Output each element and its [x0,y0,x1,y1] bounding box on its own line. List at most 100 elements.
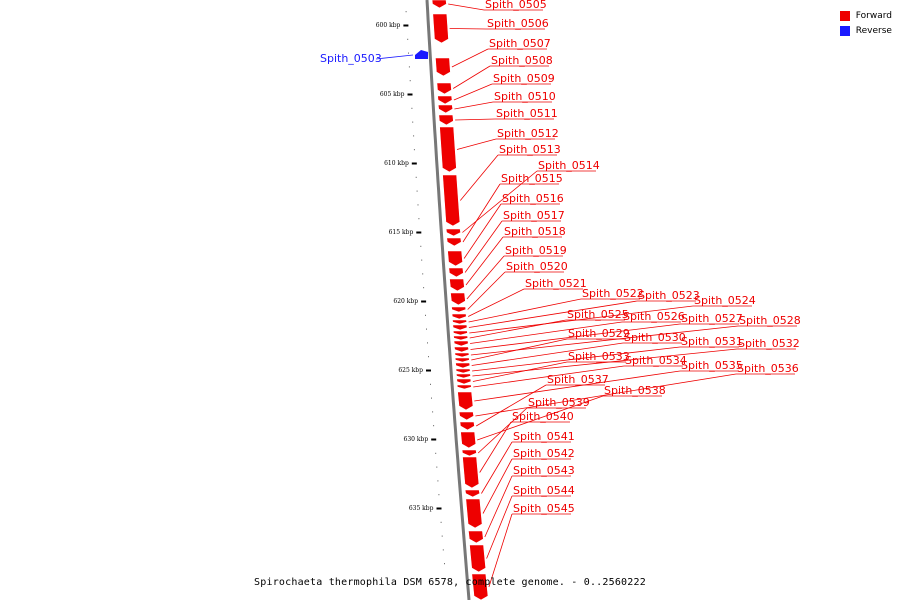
minor-tick [420,245,422,247]
major-tick [431,438,437,441]
gene-arrow-forward [436,82,452,95]
gene-arrow-forward [452,319,468,325]
gene-leader-line [456,138,497,150]
gene-arrow-forward [450,292,466,306]
axis-tick-label: 620 kbp [393,298,418,305]
gene-label: Spith_0542 [513,447,575,460]
gene-leader-line [470,321,623,344]
axis-tick-label: 635 kbp [409,505,434,512]
gene-arrow-forward [454,357,470,363]
gene-leader-line [475,384,547,427]
minor-tick [437,480,439,482]
gene-arrow-forward [471,573,489,600]
gene-label: Spith_0520 [506,260,568,273]
gene-leader-line [486,495,513,559]
major-tick [426,369,431,372]
gene-label: Spith_0538 [604,384,666,397]
gene-label: Spith_0532 [738,337,800,350]
gene-leader-line [452,65,491,89]
minor-tick [405,11,407,13]
minor-tick [422,273,424,275]
gene-arrow-forward [437,104,454,114]
gene-arrow-forward [461,449,477,457]
gene-label: Spith_0510 [494,90,556,103]
minor-tick [417,204,419,206]
gene-label: Spith_0512 [497,127,559,140]
legend-swatch-forward [839,10,850,21]
minor-tick [411,107,413,109]
minor-tick [436,466,438,468]
gene-leader-line [453,83,493,101]
gene-leader-line [477,407,528,454]
major-tick [421,300,427,303]
gene-arrow-forward [451,306,467,313]
minor-tick [433,425,435,427]
gene-arrow-forward [457,391,474,411]
minor-tick [427,342,428,344]
gene-arrow-forward [460,431,477,449]
minor-tick [416,190,418,192]
gene-label: Spith_0543 [513,464,575,477]
gene-label: Spith_0508 [491,54,553,67]
gene-label: Spith_0534 [625,354,687,367]
gene-leader-line [471,338,568,361]
gene-label: Spith_0513 [499,143,561,156]
minor-tick [407,38,409,40]
gene-arrow-forward [468,530,484,544]
gene-label: Spith_0541 [513,430,575,443]
gene-arrow-forward [452,324,468,331]
gene-label: Spith_0517 [503,209,565,222]
gene-leader-line [451,48,489,68]
gene-arrow-reverse [415,50,428,59]
axis-tick-label: 625 kbp [398,367,423,374]
minor-tick [408,52,409,54]
gene-leader-line [481,441,513,494]
gene-label: Spith_0525 [567,308,629,321]
gene-leader-line [473,365,625,388]
gene-arrow-forward [469,544,487,573]
gene-leader-line [472,346,681,372]
legend-item-reverse: Reverse [839,23,892,38]
gene-arrow-forward [459,421,475,431]
minor-tick [409,80,411,82]
minor-tick [432,411,434,413]
gene-label: Spith_0540 [512,410,574,423]
gene-arrow-forward [449,278,465,292]
gene-arrow-forward [435,57,451,77]
gene-leader-line [463,203,502,259]
gene-arrow-forward [456,378,472,385]
minor-tick [418,218,420,220]
gene-leader-line [464,220,503,273]
gene-arrow-forward [455,368,471,374]
gene-arrow-forward [447,250,463,267]
gene-label: Spith_0526 [623,310,685,323]
minor-tick [412,121,414,123]
gene-leader-line [462,170,538,233]
minor-tick [438,494,440,496]
gene-leader-line [469,319,567,339]
major-tick [407,93,413,96]
gene-label: Spith_0536 [737,362,799,375]
gene-arrow-forward [438,114,454,126]
gene-label: Spith_0544 [513,484,575,497]
minor-tick [423,287,425,289]
gene-label: Spith_0527 [681,312,743,325]
gene-arrow-forward [458,411,475,421]
minor-tick [415,176,417,178]
gene-label: Spith_0515 [501,172,563,185]
map-caption: Spirochaeta thermophila DSM 6578, comple… [254,577,646,588]
gene-leader-line [455,118,496,121]
gene-label: Spith_0509 [493,72,555,85]
minor-tick [431,397,432,399]
gene-arrow-forward [453,335,469,341]
legend: Forward Reverse [839,8,892,38]
minor-tick [435,452,437,454]
minor-tick [444,563,445,565]
gene-label: Spith_0530 [624,331,686,344]
gene-label: Spith_0505 [485,0,547,11]
gene-arrow-forward [452,330,468,336]
gene-leader-line [467,271,506,310]
gene-arrow-forward [432,13,449,44]
gene-leader-line [472,348,738,377]
gene-label: Spith_0522 [582,287,644,300]
